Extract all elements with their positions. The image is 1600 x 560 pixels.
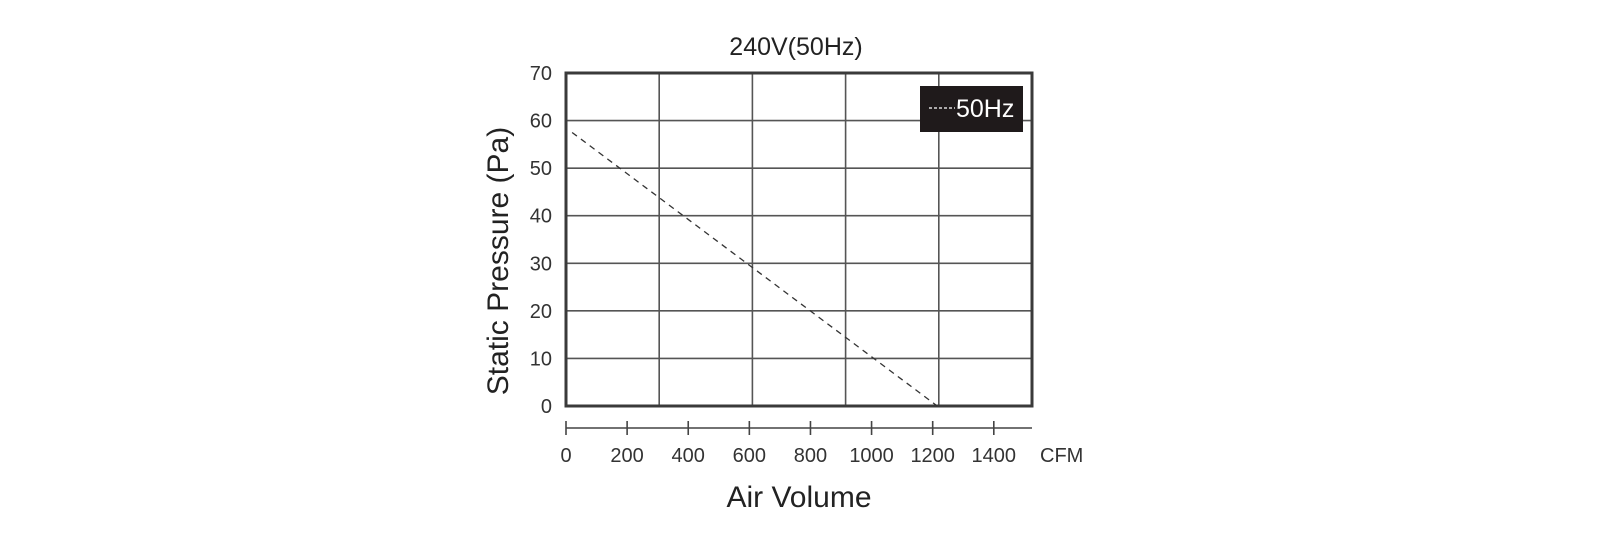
grid-layer [566,73,1032,406]
x-axis: 0 200 400 600 800 1000 1200 1400 [560,421,1032,467]
x-tick-label-400: 400 [672,445,705,467]
legend-box [920,86,1023,132]
x-tick-label-1000: 1000 [849,445,894,467]
x-tick-label-800: 800 [794,445,827,467]
y-axis: 0 10 20 30 40 50 60 70 [530,63,552,418]
x-tick-label-200: 200 [610,445,643,467]
y-tick-label-40: 40 [530,206,552,228]
y-tick-label-50: 50 [530,158,552,180]
legend: 50Hz [920,86,1023,132]
series-line-50hz [571,131,938,407]
x-tick-label-1400: 1400 [972,445,1017,467]
legend-label-50hz: 50Hz [956,95,1014,123]
x-axis-unit-label: CFM [1040,445,1083,467]
chart-title: 240V(50Hz) [729,33,862,61]
plot-frame [564,71,1034,408]
x-axis-title: Air Volume [726,481,871,514]
y-tick-label-70: 70 [530,63,552,85]
y-axis-title: Static Pressure (Pa) [482,127,515,395]
y-tick-label-10: 10 [530,348,552,370]
y-tick-label-60: 60 [530,111,552,133]
y-tick-label-30: 30 [530,253,552,275]
x-tick-label-1200: 1200 [910,445,955,467]
x-tick-label-600: 600 [733,445,766,467]
x-tick-label-0: 0 [560,445,571,467]
y-tick-label-0: 0 [541,396,552,418]
y-tick-label-20: 20 [530,301,552,323]
series-layer [571,131,938,407]
